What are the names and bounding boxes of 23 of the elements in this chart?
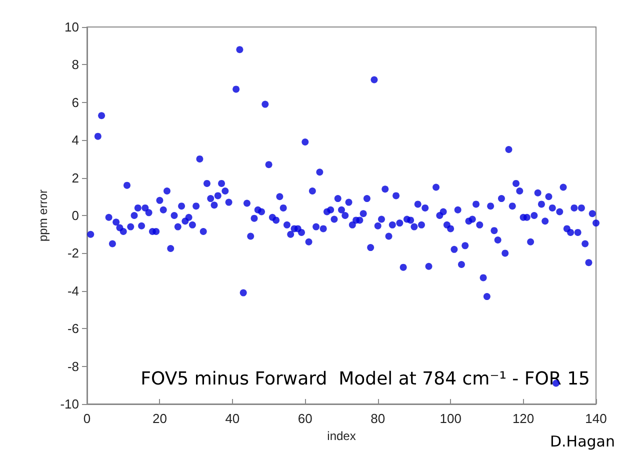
x-tick-label: 0 bbox=[83, 411, 91, 426]
y-tick-label: -6 bbox=[67, 321, 79, 336]
y-tick-label: -2 bbox=[67, 246, 79, 261]
y-tick-label: 8 bbox=[72, 57, 79, 72]
y-tick-label: 2 bbox=[72, 170, 79, 186]
text: D.Hagan bbox=[550, 432, 616, 450]
annotation: FOV5 minus Forward Model at 784 cm⁻¹ - FOR 15 bbox=[140, 368, 590, 390]
x-tick-label: 80 bbox=[370, 411, 386, 426]
x-tick-label: 140 bbox=[585, 411, 607, 426]
x-tick-label: 100 bbox=[440, 411, 462, 426]
x-tick-label: 20 bbox=[152, 411, 167, 426]
y-tick-label: 0 bbox=[72, 208, 79, 223]
x-tick-label: 120 bbox=[512, 411, 534, 426]
x-tick-label: 60 bbox=[298, 411, 312, 426]
y-axis-title: ppm error bbox=[36, 189, 50, 242]
y-tick-label: -4 bbox=[67, 283, 79, 298]
y-tick-label: 6 bbox=[72, 94, 79, 110]
y-tick-label: 4 bbox=[72, 132, 79, 148]
y-tick-label: 10 bbox=[64, 20, 79, 34]
y-tick-label: -10 bbox=[60, 396, 79, 412]
x-axis-title: index bbox=[327, 428, 356, 443]
x-tick-label: 40 bbox=[225, 411, 240, 426]
y-tick-label: -8 bbox=[67, 358, 79, 374]
